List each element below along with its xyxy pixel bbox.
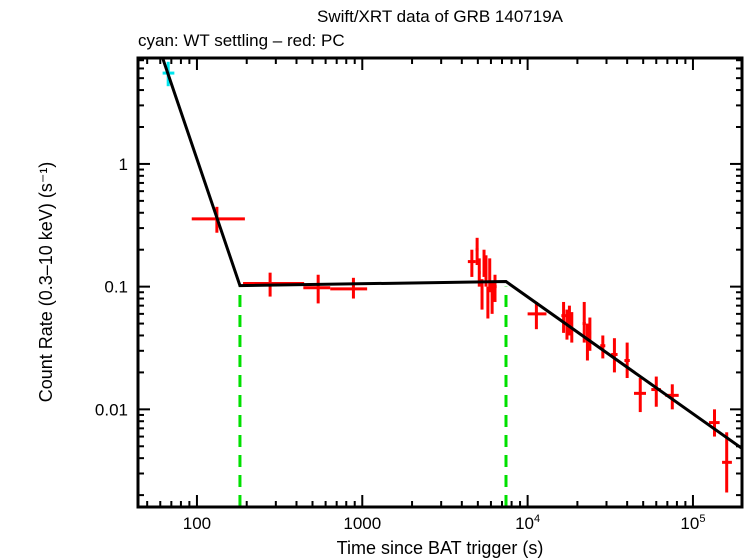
x-tick-label: 105 [680, 513, 705, 533]
data-point [527, 301, 547, 330]
data-point [588, 317, 592, 351]
data-point [486, 286, 490, 319]
data-point [493, 274, 497, 302]
x-tick-label: 1000 [343, 514, 381, 533]
x-tick-exponent: 5 [699, 513, 705, 525]
data-point [708, 409, 720, 437]
data-point [624, 342, 630, 379]
plot-area: 100 1000 104 105 1 0.1 0.01 [95, 56, 744, 533]
y-tick-label: 0.01 [95, 400, 128, 419]
y-axis-label: Count Rate (0.3–10 keV) (s⁻¹) [36, 162, 56, 403]
x-tick-exponent: 4 [534, 513, 540, 525]
data-point [600, 335, 606, 359]
plot-frame [136, 56, 744, 509]
data-point [490, 281, 494, 314]
data-point [330, 277, 368, 299]
x-axis-label: Time since BAT trigger (s) [337, 538, 544, 558]
x-tick-label: 100 [183, 514, 211, 533]
y-tick-label: 0.1 [104, 278, 128, 297]
x-tick-label: 104 [515, 513, 540, 533]
data-point [561, 301, 566, 333]
data-point [611, 338, 618, 373]
data-point [567, 305, 571, 336]
chart-title: Swift/XRT data of GRB 140719A [317, 7, 564, 26]
data-points [162, 61, 732, 493]
model-fit-line [161, 58, 742, 450]
chart-subtitle: cyan: WT settling – red: PC [138, 31, 345, 50]
data-point [634, 378, 646, 413]
data-point [480, 279, 484, 310]
data-point [475, 237, 479, 266]
data-point [488, 258, 492, 293]
data-point [467, 249, 476, 277]
y-tick-label: 1 [119, 155, 128, 174]
data-point [722, 432, 732, 493]
data-point [303, 274, 331, 304]
